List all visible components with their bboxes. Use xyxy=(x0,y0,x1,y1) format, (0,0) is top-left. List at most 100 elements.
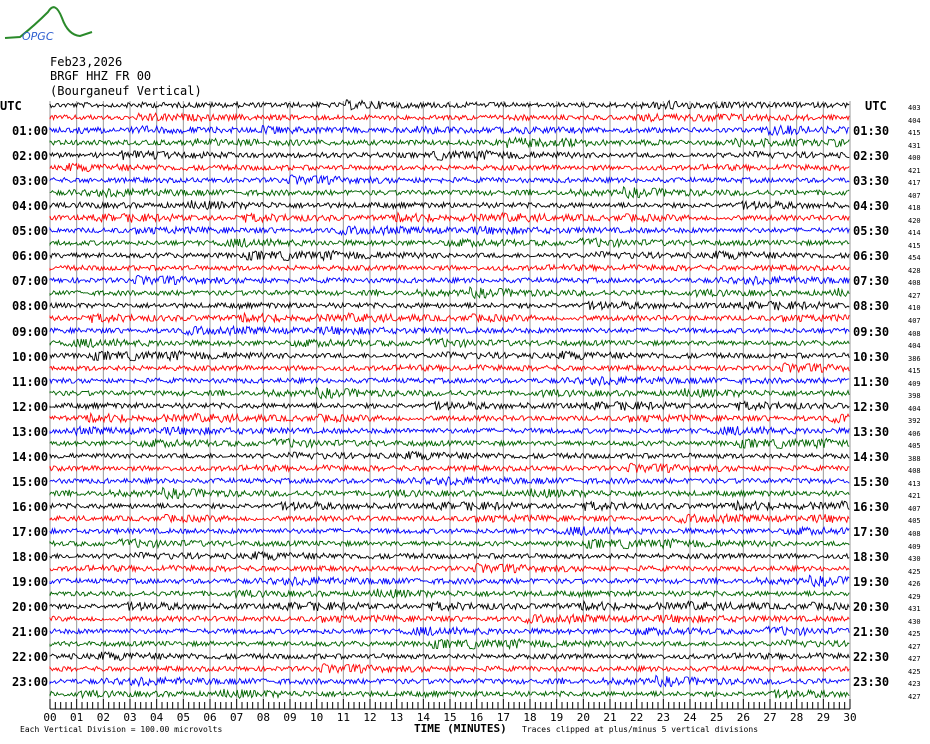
left-hour-label: 19:00 xyxy=(12,575,49,590)
trace-value: 425 xyxy=(908,630,921,639)
trace-value: 407 xyxy=(908,317,921,325)
x-tick-label: 14 xyxy=(417,711,431,724)
x-tick-label: 10 xyxy=(310,711,323,724)
trace-line xyxy=(49,286,850,300)
scale-note: Each Vertical Division = 100.00 microvol… xyxy=(20,725,223,734)
right-hour-label: 10:30 xyxy=(853,349,890,364)
left-utc-label: UTC xyxy=(0,99,22,113)
trace-value: 428 xyxy=(908,266,921,275)
x-tick-label: 19 xyxy=(550,711,563,724)
left-hour-label: 01:00 xyxy=(12,124,49,139)
trace-line xyxy=(49,499,850,512)
trace-line xyxy=(49,512,850,525)
right-hour-label: 13:30 xyxy=(853,424,890,439)
x-tick-label: 23 xyxy=(657,711,670,724)
trace-line xyxy=(49,274,850,287)
x-tick-label: 02 xyxy=(97,711,110,724)
trace-value: 427 xyxy=(908,642,921,651)
date-label: Feb23,2026 xyxy=(50,55,123,69)
trace-line xyxy=(49,124,850,137)
trace-line xyxy=(49,375,850,387)
left-hour-label: 18:00 xyxy=(12,550,49,565)
left-hour-label: 20:00 xyxy=(12,600,49,615)
x-tick-label: 22 xyxy=(630,711,643,724)
right-hour-label: 16:30 xyxy=(853,499,890,514)
trace-line xyxy=(49,386,850,400)
trace-line xyxy=(49,625,850,637)
trace-line xyxy=(49,337,850,349)
trace-value: 406 xyxy=(908,429,921,438)
x-tick-label: 17 xyxy=(497,711,510,724)
trace-value: 409 xyxy=(908,542,921,551)
trace-line xyxy=(49,112,850,123)
trace-value: 392 xyxy=(908,417,921,426)
trace-value: 413 xyxy=(908,479,921,488)
trace-line xyxy=(49,612,850,625)
right-hour-label: 21:30 xyxy=(853,625,890,640)
trace-line xyxy=(49,525,850,537)
trace-line xyxy=(49,425,850,437)
left-hour-label: 21:00 xyxy=(12,625,49,640)
left-hour-label: 10:00 xyxy=(12,349,49,364)
trace-value: 427 xyxy=(908,655,921,664)
right-hour-label: 22:30 xyxy=(853,650,890,665)
trace-value: 421 xyxy=(908,166,921,175)
trace-value: 415 xyxy=(908,129,921,138)
right-hour-label: 06:30 xyxy=(853,249,890,264)
left-hour-label: 02:00 xyxy=(12,149,49,164)
x-tick-label: 16 xyxy=(470,711,483,724)
minute-grid xyxy=(49,101,851,699)
left-hour-label: 07:00 xyxy=(12,274,49,289)
traces xyxy=(49,99,850,700)
trace-line xyxy=(49,211,850,224)
x-tick-label: 20 xyxy=(577,711,590,724)
x-tick-label: 30 xyxy=(843,711,856,724)
trace-line xyxy=(49,588,850,600)
left-hour-label: 09:00 xyxy=(12,324,49,339)
trace-value: 415 xyxy=(908,367,921,376)
left-hour-label: 06:00 xyxy=(12,249,49,264)
right-hour-label: 23:30 xyxy=(853,675,890,690)
trace-line xyxy=(49,300,850,311)
trace-value: 405 xyxy=(908,517,921,526)
left-hour-label: 14:00 xyxy=(12,449,49,464)
trace-value: 407 xyxy=(908,191,921,200)
right-hour-label: 20:30 xyxy=(853,600,890,615)
trace-value: 407 xyxy=(908,504,921,513)
trace-value: 403 xyxy=(908,104,921,112)
x-tick-label: 08 xyxy=(257,711,270,724)
x-tick-label: 03 xyxy=(123,711,136,724)
x-tick-label: 09 xyxy=(283,711,296,724)
trace-value: 427 xyxy=(908,692,921,701)
clip-note: Traces clipped at plus/minus 5 vertical … xyxy=(522,725,759,734)
trace-value: 425 xyxy=(908,567,921,576)
left-hour-label: 16:00 xyxy=(12,499,49,514)
right-hour-label: 08:30 xyxy=(853,299,890,314)
left-hour-label: 04:00 xyxy=(12,199,49,214)
x-tick-label: 12 xyxy=(363,711,376,724)
trace-line xyxy=(49,688,850,700)
right-hour-label: 04:30 xyxy=(853,199,890,214)
right-hour-label: 19:30 xyxy=(853,575,890,590)
x-tick-label: 01 xyxy=(70,711,83,724)
right-hour-label: 03:30 xyxy=(853,174,890,189)
trace-line xyxy=(49,537,850,550)
left-hour-label: 23:00 xyxy=(12,675,49,690)
trace-line xyxy=(49,249,850,262)
trace-line xyxy=(49,400,850,412)
trace-line xyxy=(49,411,850,425)
x-tick-label: 28 xyxy=(790,711,803,724)
x-tick-label: 07 xyxy=(230,711,243,724)
station-label: BRGF HHZ FR 00 xyxy=(50,69,152,83)
right-hour-label: 11:30 xyxy=(853,374,890,389)
trace-line xyxy=(49,563,850,574)
trace-value: 423 xyxy=(908,680,921,689)
trace-line xyxy=(49,550,850,561)
opgc-logo: OPGC xyxy=(4,6,93,43)
trace-line xyxy=(49,574,850,588)
trace-value: 420 xyxy=(908,216,921,225)
trace-value: 415 xyxy=(908,241,921,250)
right-hour-label: 07:30 xyxy=(853,274,890,289)
trace-value: 398 xyxy=(908,392,921,401)
right-hour-label: 01:30 xyxy=(853,124,890,139)
